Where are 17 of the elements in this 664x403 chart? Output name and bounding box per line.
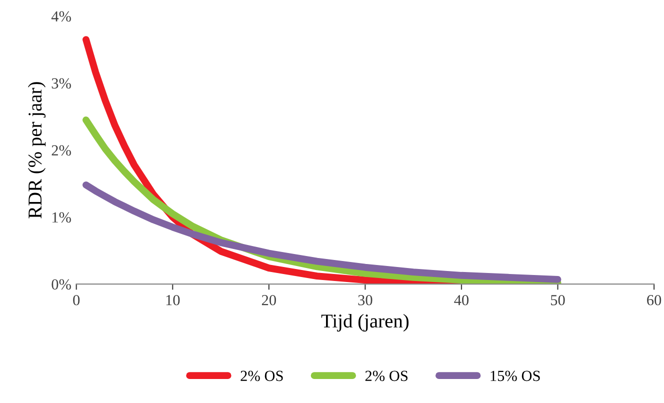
y-tick-label: 0% bbox=[52, 279, 71, 290]
x-tick-label: 0 bbox=[73, 294, 80, 306]
y-tick-label: 1% bbox=[52, 212, 71, 223]
y-tick-label: 3% bbox=[52, 78, 71, 89]
x-tick-label: 40 bbox=[454, 294, 469, 306]
y-tick-label: 4% bbox=[51, 11, 71, 22]
legend-label: 15% OS bbox=[490, 370, 540, 382]
x-tick-label: 50 bbox=[551, 294, 565, 306]
x-tick-label: 20 bbox=[262, 294, 276, 306]
x-tick-label: 30 bbox=[358, 294, 372, 306]
x-tick-label: 60 bbox=[647, 294, 662, 306]
x-axis-title: Tijd (jaren) bbox=[321, 314, 409, 332]
y-axis-title: RDR (% per jaar) bbox=[28, 82, 46, 218]
x-tick-label: 10 bbox=[166, 294, 180, 306]
legend-label: 2% OS bbox=[240, 370, 283, 382]
legend-label: 2% OS bbox=[365, 370, 408, 382]
y-tick-label: 2% bbox=[52, 145, 71, 156]
